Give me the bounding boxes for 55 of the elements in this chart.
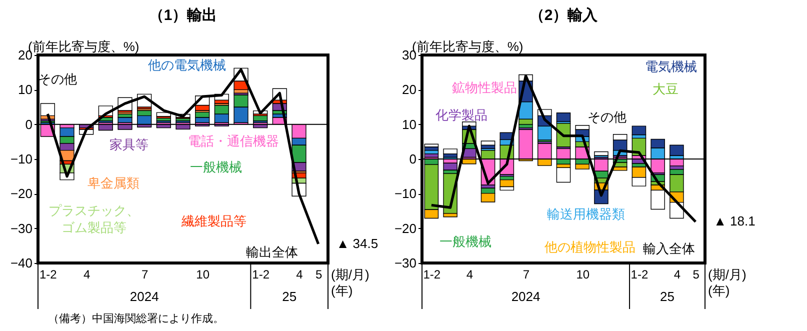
y-tick-label: 20 xyxy=(402,82,416,98)
text: 2024 xyxy=(511,289,540,304)
y-tick-label: −30 xyxy=(394,256,416,270)
text: 一般機械 xyxy=(190,160,242,175)
text: 化学製品 xyxy=(436,108,488,123)
x-tick-label: 4 xyxy=(296,268,304,282)
x-tick-label: 7 xyxy=(141,268,148,282)
y-tick-label: 0 xyxy=(25,116,32,132)
series-label: その他 xyxy=(38,71,77,86)
chart-title: （2）輸入 xyxy=(529,7,599,24)
text: 他の植物性製品 xyxy=(544,239,636,254)
x-tick-label: 1-2 xyxy=(630,268,648,282)
series-label: 家具等 xyxy=(109,137,148,152)
x-tick-label: 5 xyxy=(692,268,700,282)
text: プラスチック、ゴム製品等 xyxy=(48,203,140,235)
text: 25 xyxy=(282,289,297,304)
text: 25 xyxy=(660,289,674,304)
text: 大豆 xyxy=(652,82,678,97)
x-tick-label: 4 xyxy=(83,268,90,282)
x-tick-label: 5 xyxy=(315,268,322,282)
y-tick-label: 10 xyxy=(18,82,32,98)
y-tick-label: −20 xyxy=(10,186,32,202)
x-tick-label: 4 xyxy=(466,268,474,282)
x-tick-label: 10 xyxy=(196,268,210,282)
x-tick-label: 4 xyxy=(674,268,681,282)
text: 繊維製品等 xyxy=(180,213,246,228)
x-tick-label: 1-2 xyxy=(423,268,441,282)
chart-title: （1）輸出 xyxy=(148,7,218,24)
x-tick-label: 10 xyxy=(576,268,590,282)
y-tick-label: −30 xyxy=(10,220,32,236)
series-label: その他 xyxy=(587,109,626,124)
series-label: 輸入全体 xyxy=(643,241,696,256)
y-tick-label: −10 xyxy=(394,186,416,202)
y-tick-label: −20 xyxy=(394,220,416,236)
annotation: ▲ 34.5 xyxy=(336,236,378,251)
y-tick-label: 0 xyxy=(409,152,416,166)
text: 電気機械 xyxy=(645,59,698,74)
series-label: 輸出全体 xyxy=(246,244,298,260)
text: 輸送用機器類 xyxy=(547,206,626,222)
series-label: 電話・通信機器 xyxy=(188,134,279,149)
x-tick-label: 1-2 xyxy=(39,268,58,282)
x-tick-label: 7 xyxy=(522,268,530,282)
x-tick-label: 1-2 xyxy=(252,268,270,282)
annotation: ▲ 18.1 xyxy=(714,214,756,229)
text: 鉱物性製品 xyxy=(452,80,517,95)
series-label: 卑金属類 xyxy=(87,175,140,190)
x-axis-title: (期/月) (年) xyxy=(331,267,370,298)
text: 一般機械 xyxy=(439,234,492,250)
y-tick-label: −40 xyxy=(10,256,32,270)
text: 他の電気機械 xyxy=(148,57,226,72)
text: 2024 xyxy=(130,289,159,304)
text: （備考）中国海関総署により作成。 xyxy=(48,312,224,325)
y-tick-label: 10 xyxy=(402,116,416,132)
x-axis-title: (期/月) (年) xyxy=(708,267,746,298)
y-tick-label: −10 xyxy=(10,152,32,166)
